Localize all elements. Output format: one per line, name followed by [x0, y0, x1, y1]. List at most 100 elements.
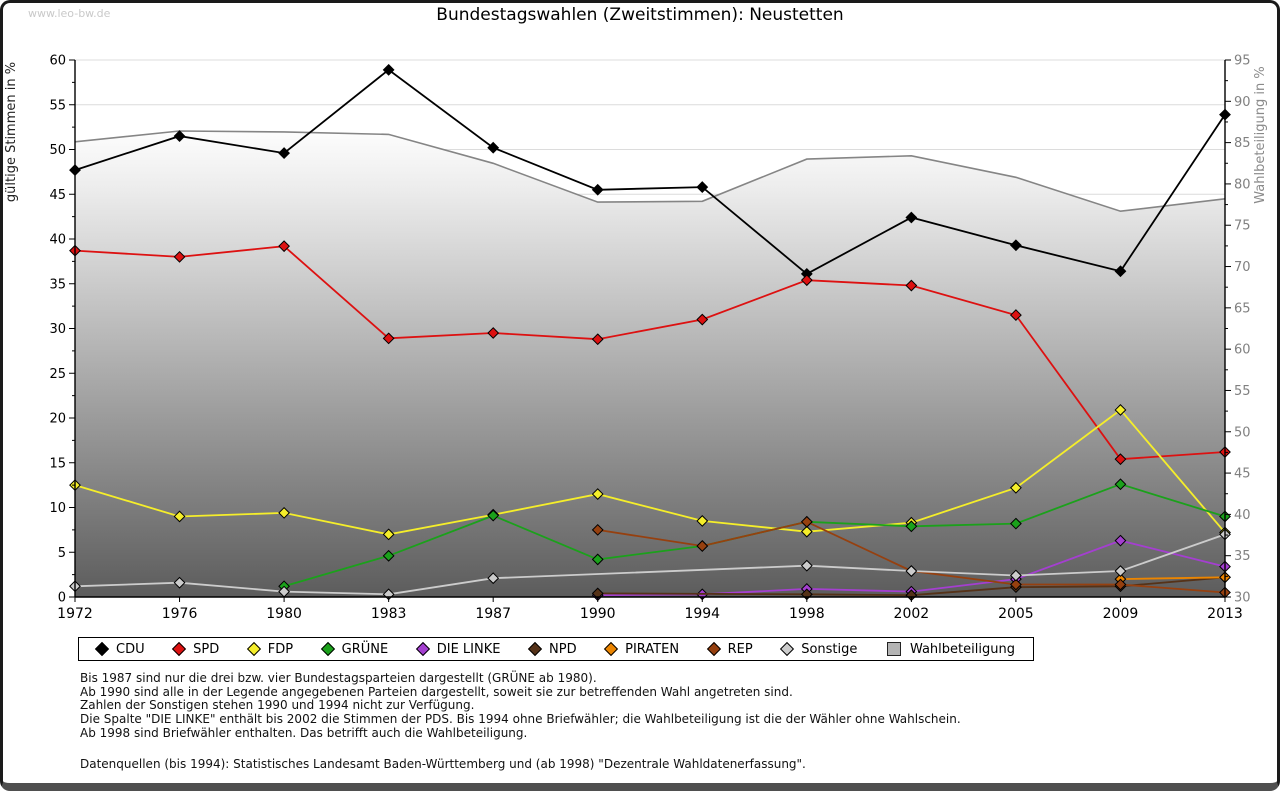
marker-spd — [487, 327, 500, 339]
series-line-fdp — [74, 408, 1226, 536]
marker-cdu — [278, 147, 290, 159]
marker-gr-ne — [905, 520, 918, 533]
note-line: Die Spalte "DIE LINKE" enthält bis 2002 … — [80, 712, 961, 727]
legend-diamond-icon — [415, 641, 430, 657]
y-tick-label-right: 40 — [1234, 508, 1251, 523]
x-tick-label: 2013 — [1207, 606, 1243, 622]
marker-sonstige — [1114, 565, 1127, 577]
y-tick-label-right: 35 — [1234, 549, 1251, 564]
election-line-chart: 0 5 10 15 20 25 30 35 40 45 50 55 60 30 35 40 45 50 55 60 65… — [4, 54, 1268, 623]
x-tick-label: 1994 — [684, 606, 720, 622]
legend-label: PIRATEN — [625, 641, 680, 657]
marker-sonstige — [800, 559, 813, 572]
y-tick-label-left: 30 — [49, 322, 66, 337]
y-tick-label-left: 55 — [49, 98, 66, 113]
marker-rep — [800, 515, 813, 528]
marker-fdp — [382, 528, 395, 541]
wahlbeteiligung-area — [75, 131, 1225, 597]
y-tick-label-right: 50 — [1234, 425, 1251, 440]
y-tick-label-left: 60 — [49, 54, 66, 69]
legend-label: Sonstige — [801, 641, 858, 657]
marker-spd — [278, 240, 290, 253]
y-tick-label-left: 15 — [49, 456, 66, 471]
note-line: Bis 1987 sind nur die drei bzw. vier Bun… — [80, 671, 597, 685]
legend-item-rep: REP — [706, 641, 753, 657]
marker-fdp — [696, 515, 709, 527]
x-tick-label: 1983 — [371, 606, 407, 622]
legend-item-piraten: PIRATEN — [604, 641, 680, 657]
x-tick-label: 1980 — [266, 606, 302, 622]
legend-diamond-icon — [527, 641, 543, 657]
legend-label: NPD — [549, 641, 577, 657]
x-tick-label: 1990 — [580, 606, 616, 622]
legend-diamond-icon — [780, 641, 795, 657]
marker-cdu — [905, 211, 918, 224]
x-tick-label: 1987 — [475, 606, 511, 622]
legend-label: REP — [727, 641, 753, 657]
chart-notes: Bis 1987 sind nur die drei bzw. vier Bun… — [80, 671, 961, 741]
marker-rep — [1010, 578, 1022, 591]
y-axis-title-left: gültige Stimmen in % — [4, 62, 19, 202]
marker-gr-ne — [382, 549, 395, 562]
marker-cdu — [696, 181, 709, 193]
y-tick-label-right: 60 — [1234, 343, 1251, 358]
marker-fdp — [1114, 404, 1127, 416]
legend-item-npd: NPD — [527, 641, 577, 657]
marker-cdu — [1114, 265, 1127, 278]
y-tick-label-left: 45 — [49, 188, 66, 203]
marker-gr-ne — [591, 553, 604, 566]
y-axis-title-right: Wahlbeteiligung in % — [1253, 66, 1268, 203]
x-tick-label: 1972 — [57, 606, 93, 622]
marker-cdu — [487, 141, 500, 154]
chart-title: Bundestagswahlen (Zweitstimmen): Neustet… — [436, 5, 844, 25]
legend-item-gr-ne: GRÜNE — [320, 641, 389, 657]
note-line: Ab 1998 sind Briefwähler enthalten. Das … — [80, 725, 528, 740]
y-tick-label-left: 20 — [49, 412, 66, 427]
legend-label: FDP — [267, 641, 294, 657]
marker-rep — [696, 540, 709, 552]
y-tick-label-left: 35 — [49, 277, 66, 292]
x-tick-label: 1976 — [162, 606, 198, 622]
y-tick-label-right: 55 — [1234, 384, 1251, 399]
legend-label: GRÜNE — [341, 641, 389, 657]
marker-spd — [1114, 453, 1127, 466]
marker-rep — [591, 523, 604, 536]
marker-sonstige — [487, 572, 500, 585]
legend-label: DIE LINKE — [436, 641, 501, 657]
y-tick-label-left: 40 — [49, 233, 66, 248]
chart-legend: CDU SPD FDP GRÜNE DIE LINKE NPD PIRATEN REP Sons… — [78, 637, 1034, 661]
legend-item-sonstige: Sonstige — [780, 641, 858, 657]
legend-diamond-icon — [604, 641, 619, 657]
legend-diamond-icon — [320, 641, 335, 657]
y-tick-label-right: 85 — [1234, 136, 1251, 151]
legend-square-icon — [886, 642, 901, 656]
y-tick-label-right: 75 — [1234, 219, 1251, 234]
marker-spd — [1010, 309, 1022, 321]
y-tick-label-right: 65 — [1234, 301, 1251, 316]
x-tick-label: 2002 — [894, 606, 930, 622]
y-tick-label-right: 70 — [1234, 260, 1251, 275]
marker-fdp — [591, 488, 604, 500]
marker-cdu — [382, 63, 395, 76]
marker-gr-ne — [487, 509, 500, 522]
series-line-cdu — [74, 68, 1226, 275]
note-line: Ab 1990 sind alle in der Legende angegeb… — [80, 684, 793, 699]
marker-cdu — [1010, 239, 1022, 252]
legend-item-spd: SPD — [172, 641, 220, 657]
x-tick-label: 2005 — [998, 606, 1034, 622]
series-line-spd — [74, 245, 1226, 461]
y-tick-label-left: 0 — [58, 591, 66, 606]
marker-cdu — [173, 130, 186, 142]
marker-spd — [382, 332, 395, 345]
marker-gr-ne — [1010, 517, 1022, 530]
y-tick-label-right: 45 — [1234, 467, 1251, 482]
marker-spd — [696, 313, 709, 326]
wahlbeteiligung-line — [74, 130, 1226, 213]
legend-label: Wahlbeteiligung — [909, 641, 1015, 657]
legend-item-fdp: FDP — [246, 641, 294, 657]
x-tick-label: 1998 — [789, 606, 825, 622]
y-tick-label-left: 50 — [49, 143, 66, 158]
legend-diamond-icon — [94, 641, 110, 657]
legend-label: SPD — [193, 641, 220, 657]
legend-diamond-icon — [706, 641, 721, 657]
